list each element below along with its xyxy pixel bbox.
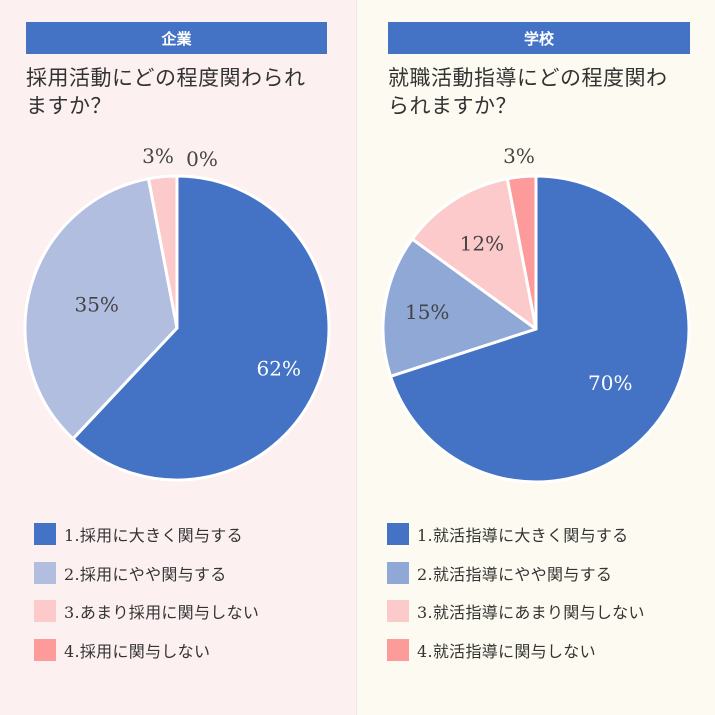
school-legend: 1.就活指導に大きく関与する 2.就活指導にやや関与する 3.就活指導にあまり関与し… <box>387 515 645 669</box>
school-legend-swatch-1 <box>387 523 409 546</box>
company-legend-item-1: 1.採用に大きく関与する <box>34 515 259 554</box>
company-question-line-1: 採用活動にどの程度関わられ <box>26 66 306 90</box>
company-legend-label-1: 1.採用に大きく関与する <box>64 526 243 546</box>
school-pie-label-3: 12% <box>460 232 504 256</box>
school-legend-swatch-2 <box>387 561 409 584</box>
company-legend-label-3: 3.あまり採用に関与しない <box>64 603 260 623</box>
school-legend-item-3: 3.就活指導にあまり関与しない <box>387 592 645 631</box>
school-question-title: 就職活動指導にどの程度関わ られますか？ <box>388 64 703 120</box>
company-pie-label-1: 62% <box>257 356 301 380</box>
company-legend: 1.採用に大きく関与する 2.採用にやや関与する 3.あまり採用に関与しない 4.採用… <box>34 515 259 669</box>
school-pie-slice-3 <box>410 177 538 331</box>
school-pie-label-4: 3% <box>503 144 535 168</box>
company-legend-label-4: 4.採用に関与しない <box>64 641 211 661</box>
company-legend-item-3: 3.あまり採用に関与しない <box>34 592 259 631</box>
company-pie-label-2: 35% <box>74 293 118 317</box>
company-pie-slice-2 <box>23 177 179 441</box>
company-legend-swatch-2 <box>34 561 56 584</box>
company-panel: 企業 採用活動にどの程度関わられ ますか？ 62% 35% 3% 0% 1.採用に大き… <box>0 0 357 715</box>
school-header: 学校 <box>388 22 690 54</box>
school-legend-label-3: 3.就活指導にあまり関与しない <box>417 603 645 623</box>
school-legend-label-2: 2.就活指導にやや関与する <box>417 564 613 584</box>
company-pie-slice-1 <box>71 174 331 482</box>
company-pie-label-3: 3% <box>142 144 174 168</box>
school-pie-label-1: 70% <box>588 371 632 395</box>
school-pie-slice-2 <box>381 237 538 378</box>
company-pie-label-4: 0% <box>186 147 218 171</box>
school-pie-chart: 70% 15% 12% 3% <box>381 144 691 484</box>
company-question-line-2: ますか？ <box>26 94 112 118</box>
company-pie-chart: 62% 35% 3% 0% <box>23 144 331 482</box>
school-pie-label-2: 15% <box>405 300 449 324</box>
school-legend-item-4: 4.就活指導に関与しない <box>387 631 645 670</box>
school-legend-item-1: 1.就活指導に大きく関与する <box>387 515 645 554</box>
company-legend-swatch-4 <box>34 638 56 661</box>
company-legend-swatch-1 <box>34 523 56 546</box>
company-legend-item-2: 2.採用にやや関与する <box>34 554 259 593</box>
school-legend-label-4: 4.就活指導に関与しない <box>417 641 596 661</box>
company-legend-label-2: 2.採用にやや関与する <box>64 564 227 584</box>
school-panel: 学校 就職活動指導にどの程度関わ られますか？ 70% 15% 12% 3% 1.就活… <box>357 0 715 715</box>
school-legend-swatch-4 <box>387 638 409 661</box>
school-legend-swatch-3 <box>387 600 409 623</box>
panel-divider <box>356 0 357 715</box>
company-legend-swatch-3 <box>34 600 56 623</box>
school-legend-item-2: 2.就活指導にやや関与する <box>387 554 645 593</box>
school-question-line-2: られますか？ <box>388 94 517 118</box>
company-question-title: 採用活動にどの程度関わられ ますか？ <box>26 64 336 120</box>
school-pie-slice-4 <box>505 174 538 331</box>
company-pie-slice-3 <box>147 174 179 330</box>
company-header: 企業 <box>26 22 327 54</box>
school-pie-slice-1 <box>388 174 691 484</box>
school-legend-label-1: 1.就活指導に大きく関与する <box>417 526 629 546</box>
school-question-line-1: 就職活動指導にどの程度関わ <box>388 66 668 90</box>
company-legend-item-4: 4.採用に関与しない <box>34 631 259 670</box>
